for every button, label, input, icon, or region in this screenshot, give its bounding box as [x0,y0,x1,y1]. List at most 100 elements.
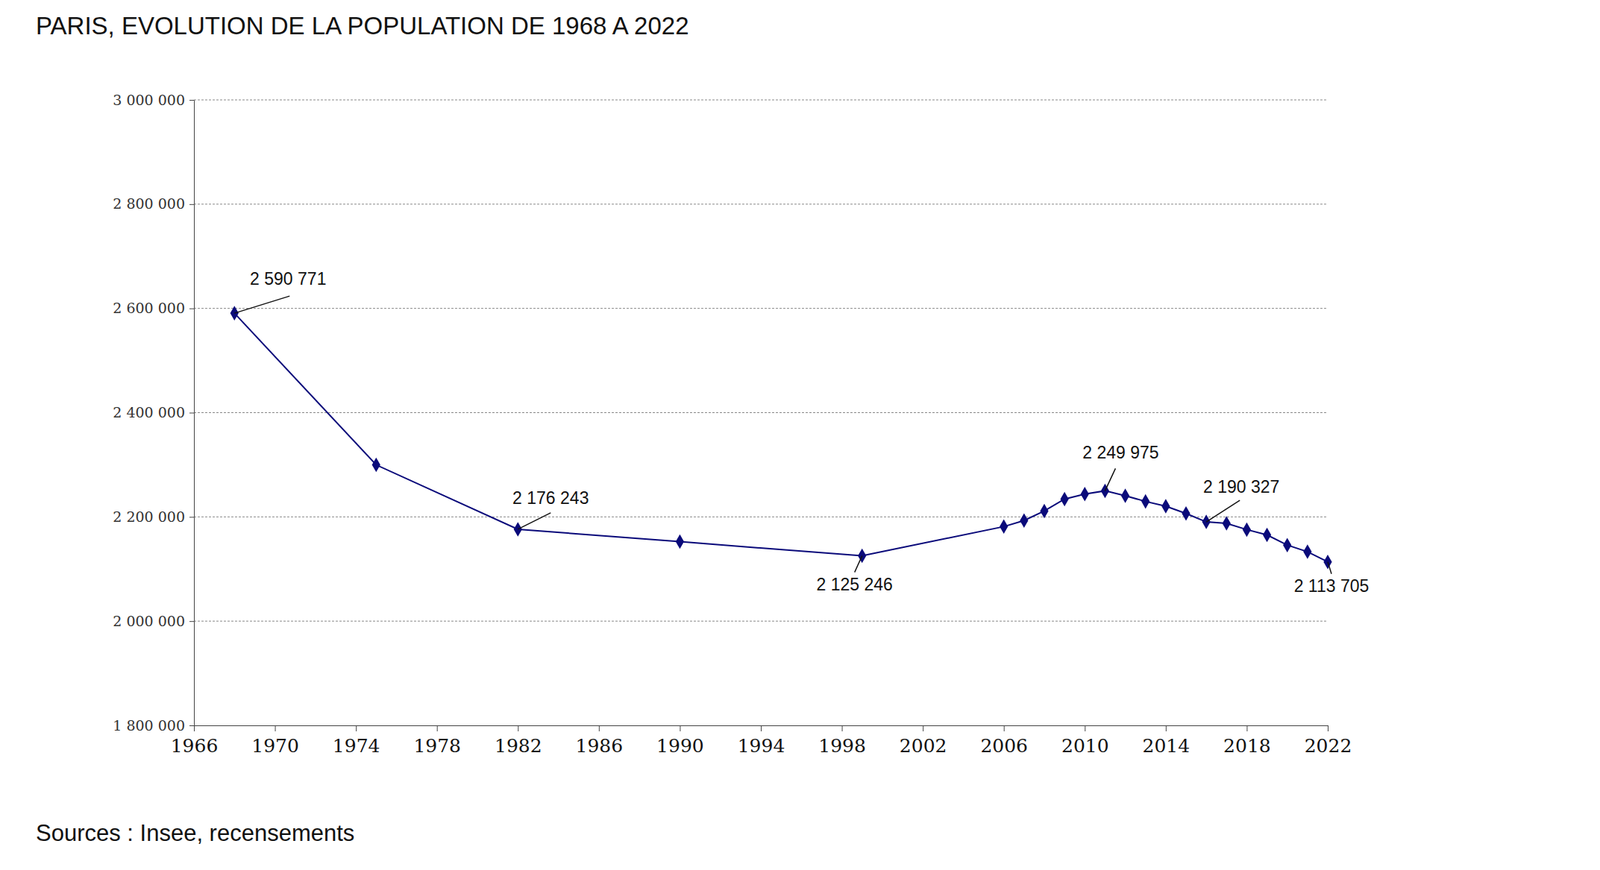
x-tick-mark [679,725,681,732]
chart: PARIS, EVOLUTION DE LA POPULATION DE 196… [0,0,1600,870]
x-tick: 1978 [413,725,461,758]
y-tick-label: 2 200 000 [112,508,185,526]
x-tick-mark [1165,725,1167,732]
source: Sources : Insee, recensements [35,820,355,847]
y-tick-mark [189,621,194,623]
y-tick-mark [189,516,194,518]
data-point [372,457,381,473]
x-tick-mark [1084,725,1086,732]
x-tick-mark [598,725,600,732]
x-tick-label: 2014 [1142,735,1191,758]
x-tick-mark [842,725,843,732]
x-tick: 1986 [575,725,624,758]
y-tick: 1 800 000 [112,717,194,734]
data-point [1161,499,1170,514]
x-tick-mark [1004,725,1005,732]
x-tick-label: 2006 [980,735,1028,758]
x-tick-mark [1327,725,1329,732]
data-point [1039,504,1049,520]
data-point [1262,528,1272,544]
y-tick: 3 000 000 [112,91,194,109]
y-tick-label: 2 400 000 [112,404,185,421]
x-tick-label: 1998 [818,735,867,758]
y-tick-mark [189,308,194,310]
x-tick-mark [760,725,762,732]
x-tick-label: 2002 [899,735,948,758]
data-point [675,534,685,550]
grid-line [193,203,1328,205]
x-axis: 1966 1970 1974 1978 1982 1986 1990 1994 1998 2002… [170,725,1353,758]
x-tick: 1998 [818,725,867,758]
annotation-leader [234,296,290,314]
x-tick-label: 1966 [170,735,219,758]
x-tick: 2022 [1304,725,1353,758]
x-tick-label: 1982 [494,735,543,758]
y-tick-mark [189,204,194,206]
annotation-label: 2 125 246 [816,575,893,595]
y-axis: 1 800 000 2 000 000 2 200 000 2 400 000 2 60… [112,91,194,734]
x-tick-mark [922,725,924,732]
data-point [1141,494,1150,510]
y-tick-mark [189,725,194,727]
grid-line [193,99,1328,101]
annotation-leader [1104,468,1116,491]
plot-area [230,305,1333,570]
x-tick-mark [193,725,195,732]
data-point [1060,492,1069,508]
annotation-label: 2 176 243 [512,488,589,508]
x-tick: 2006 [980,725,1028,758]
x-tick-mark [275,725,276,732]
x-tick-label: 2018 [1223,735,1272,758]
grid-line [193,621,1328,623]
x-tick-label: 1970 [251,735,300,758]
y-axis-line [189,100,195,727]
x-tick: 1974 [332,725,381,758]
x-tick-mark [1246,725,1248,732]
x-tick: 2014 [1142,725,1191,758]
x-tick-label: 1990 [656,735,705,758]
x-tick-label: 1994 [737,735,786,758]
grid [193,99,1328,622]
x-axis-line [194,726,1329,733]
annotation-label: 2 249 975 [1082,443,1159,463]
annotation-label: 2 590 771 [249,269,326,289]
grid-line [193,412,1328,414]
x-tick: 2002 [899,725,948,758]
x-tick-label: 1974 [332,735,381,758]
y-tick-label: 2 800 000 [112,195,185,212]
x-tick: 2010 [1061,725,1110,758]
annotation-leader [854,556,863,573]
y-tick: 2 600 000 [112,299,194,317]
data-point [1080,487,1090,503]
x-tick-mark [355,725,357,732]
y-tick-mark [189,413,194,414]
y-tick: 2 400 000 [112,404,194,421]
x-tick: 2018 [1223,725,1272,758]
data-point [1121,488,1130,504]
data-point [1303,544,1312,560]
x-tick-label: 1978 [413,735,461,758]
y-tick-label: 2 600 000 [112,299,185,317]
x-tick-mark [437,725,438,732]
y-tick-mark [189,99,194,101]
annotation-leader [1206,500,1240,523]
x-tick: 1966 [170,725,219,758]
x-tick-label: 2022 [1304,735,1353,758]
x-tick: 1982 [494,725,543,758]
annotation-leader [517,513,551,530]
y-tick: 2 000 000 [112,613,194,630]
annotation-label: 2 113 705 [1294,576,1370,596]
x-tick: 1994 [737,725,786,758]
data-line [234,313,1328,563]
data-point [1181,506,1190,522]
annotation-leader [1327,562,1332,575]
annotations: 2 590 771 2 176 243 2 125 246 2 249 975 2 19… [234,269,1369,596]
y-tick-label: 2 000 000 [112,613,185,630]
data-point [1019,513,1028,529]
y-tick: 2 800 000 [112,195,194,212]
x-tick: 1990 [656,725,705,758]
title: PARIS, EVOLUTION DE LA POPULATION DE 196… [35,11,689,40]
y-tick-label: 1 800 000 [112,717,185,734]
grid-line [193,308,1328,309]
annotation-label: 2 190 327 [1203,477,1280,497]
